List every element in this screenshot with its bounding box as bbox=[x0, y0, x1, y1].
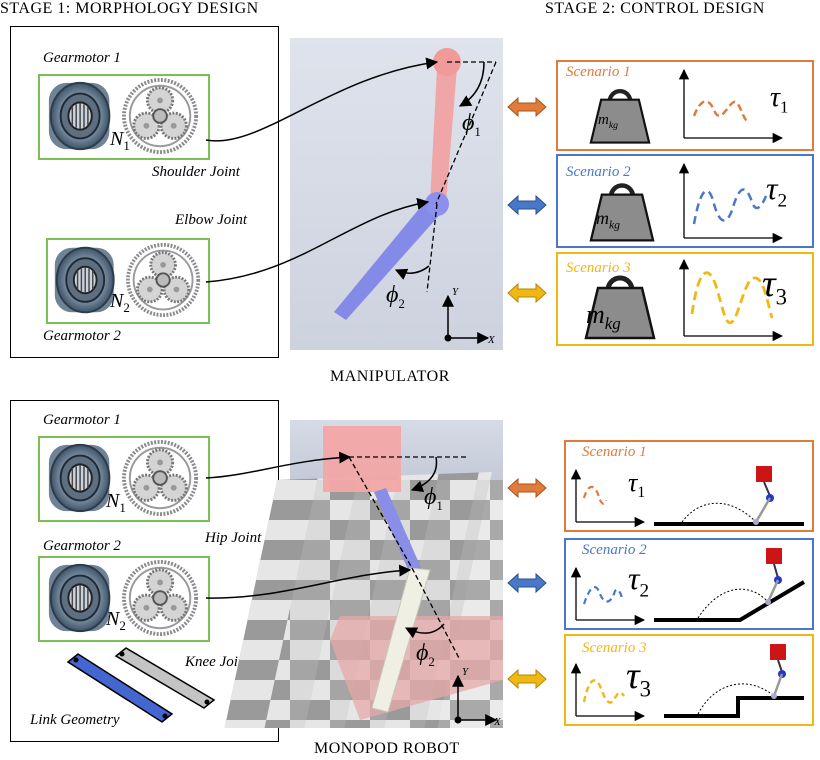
manipulator-phi2-symbol: ϕ2 bbox=[386, 282, 405, 311]
double-arrow-yellow bbox=[507, 668, 547, 690]
stage2-title: STAGE 2: CONTROL DESIGN bbox=[545, 0, 765, 17]
slope-terrain-graphic bbox=[654, 548, 806, 622]
monopod-n1-symbol: N1 bbox=[106, 490, 126, 515]
flat-terrain-graphic bbox=[654, 466, 804, 526]
manipulator-upper-link bbox=[430, 68, 457, 202]
hip-joint-label: Hip Joint bbox=[205, 530, 262, 546]
link-geometry-label: Link Geometry bbox=[30, 712, 120, 728]
step-terrain-graphic bbox=[664, 644, 804, 718]
double-arrow-blue bbox=[507, 194, 547, 216]
tau1-symbol: τ1 bbox=[770, 82, 789, 117]
tau2-symbol: τ2 bbox=[628, 560, 650, 602]
monopod-gearmotor2-label: Gearmotor 2 bbox=[43, 538, 121, 554]
scenario2-label: Scenario 2 bbox=[582, 542, 647, 558]
tau1-symbol: τ1 bbox=[628, 468, 646, 502]
manipulator-axis-y-label: Y bbox=[452, 286, 459, 298]
mass-symbol: mkg bbox=[586, 300, 621, 334]
monopod-axis-y-label: Y bbox=[462, 666, 469, 678]
manipulator-gearmotor2-box bbox=[46, 238, 210, 324]
monopod-caption: MONOPOD ROBOT bbox=[314, 740, 460, 757]
torque-plot bbox=[678, 258, 784, 342]
torque-plot bbox=[678, 162, 784, 244]
manipulator-n2-symbol: N2 bbox=[110, 290, 130, 315]
manipulator-phi1-symbol: ϕ1 bbox=[462, 110, 481, 139]
mass-symbol: mkg bbox=[596, 208, 621, 232]
manipulator-gearmotor1-label: Gearmotor 1 bbox=[43, 50, 121, 66]
monopod-scenario3-box: Scenario 3 τ3 bbox=[564, 634, 814, 726]
monopod-lower-leg bbox=[371, 567, 431, 713]
shoulder-joint-label: Shoulder Joint bbox=[152, 164, 240, 180]
manipulator-n1-symbol: N1 bbox=[110, 128, 130, 153]
scenario1-label: Scenario 1 bbox=[582, 444, 647, 460]
tau2-symbol: τ2 bbox=[766, 170, 788, 212]
manipulator-scenario-arrows bbox=[507, 96, 547, 304]
manipulator-scenario2-box: Scenario 2 mkg τ2 bbox=[556, 154, 814, 248]
monopod-axis-x-label: X bbox=[494, 716, 501, 728]
monopod-gearmotor1-label: Gearmotor 1 bbox=[43, 412, 121, 428]
double-arrow-orange bbox=[507, 96, 547, 118]
double-arrow-yellow bbox=[507, 282, 547, 304]
tau3-symbol: τ3 bbox=[762, 263, 788, 310]
manipulator-drawing bbox=[205, 48, 497, 344]
monopod-body bbox=[323, 426, 401, 492]
scenario3-label: Scenario 3 bbox=[566, 260, 631, 276]
scenario3-label: Scenario 3 bbox=[582, 640, 647, 656]
manipulator-lower-link bbox=[334, 198, 444, 320]
monopod-n2-symbol: N2 bbox=[106, 608, 126, 633]
knee-joint-label: Knee Joint bbox=[185, 654, 250, 670]
stage1-title: STAGE 1: MORPHOLOGY DESIGN bbox=[0, 0, 259, 17]
manipulator-gearmotor2-label: Gearmotor 2 bbox=[43, 328, 121, 344]
tau3-symbol: τ3 bbox=[626, 655, 652, 702]
manipulator-scenario1-box: Scenario 1 mkg τ1 bbox=[556, 60, 814, 151]
torque-plot bbox=[570, 468, 646, 528]
manipulator-sim-view bbox=[290, 38, 503, 350]
torque-plot bbox=[570, 566, 646, 626]
monopod-phi1-symbol: ϕ1 bbox=[424, 484, 443, 513]
link-geometry-graphic bbox=[66, 647, 216, 723]
mass-symbol: mkg bbox=[598, 112, 619, 131]
monopod-scenario1-box: Scenario 1 τ1 bbox=[564, 440, 814, 532]
monopod-phi2-symbol: ϕ2 bbox=[416, 640, 435, 669]
manipulator-axis-x-label: X bbox=[488, 334, 495, 346]
manipulator-scenario3-box: Scenario 3 mkg τ3 bbox=[556, 252, 814, 346]
manipulator-gearmotor1-box bbox=[38, 74, 210, 160]
scenario2-label: Scenario 2 bbox=[566, 164, 631, 180]
scenario1-label: Scenario 1 bbox=[566, 64, 631, 80]
manipulator-caption: MANIPULATOR bbox=[330, 368, 450, 385]
monopod-upper-leg bbox=[374, 488, 422, 574]
double-arrow-orange bbox=[507, 477, 547, 499]
monopod-step-platform bbox=[330, 616, 503, 720]
elbow-joint-label: Elbow Joint bbox=[175, 212, 248, 228]
torque-plot bbox=[570, 662, 646, 722]
monopod-gearmotor2-box bbox=[38, 556, 210, 642]
monopod-scenario2-box: Scenario 2 τ2 bbox=[564, 538, 814, 630]
monopod-gearmotor1-box bbox=[38, 436, 210, 522]
double-arrow-blue bbox=[507, 572, 547, 594]
torque-plot bbox=[678, 68, 784, 144]
